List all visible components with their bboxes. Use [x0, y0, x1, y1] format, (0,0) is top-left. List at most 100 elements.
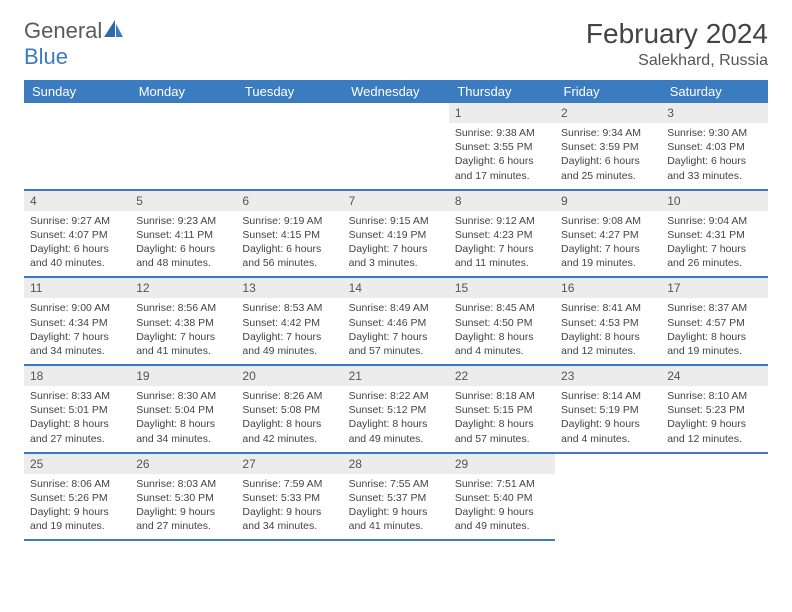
sunset-line: Sunset: 5:40 PM	[455, 492, 533, 504]
sunrise-line: Sunrise: 7:51 AM	[455, 478, 535, 490]
day-number: 17	[661, 278, 767, 298]
daylight-line: Daylight: 6 hours and 48 minutes.	[136, 243, 215, 269]
day-number: 28	[343, 454, 449, 474]
day-body: Sunrise: 8:30 AMSunset: 5:04 PMDaylight:…	[130, 386, 236, 452]
day-number: 13	[236, 278, 342, 298]
daylight-line: Daylight: 8 hours and 12 minutes.	[561, 331, 640, 357]
daylight-line: Daylight: 7 hours and 34 minutes.	[30, 331, 109, 357]
daylight-line: Daylight: 6 hours and 25 minutes.	[561, 155, 640, 181]
day-number: 10	[661, 191, 767, 211]
calendar-week-row: 18Sunrise: 8:33 AMSunset: 5:01 PMDayligh…	[24, 365, 768, 453]
day-header: Thursday	[449, 80, 555, 103]
sunrise-line: Sunrise: 9:34 AM	[561, 127, 641, 139]
daylight-line: Daylight: 7 hours and 49 minutes.	[242, 331, 321, 357]
title-block: February 2024 Salekhard, Russia	[586, 18, 768, 70]
day-body: Sunrise: 8:49 AMSunset: 4:46 PMDaylight:…	[343, 298, 449, 364]
calendar-cell: 17Sunrise: 8:37 AMSunset: 4:57 PMDayligh…	[661, 277, 767, 365]
day-number: 2	[555, 103, 661, 123]
day-body: Sunrise: 9:27 AMSunset: 4:07 PMDaylight:…	[24, 211, 130, 277]
day-body: Sunrise: 7:55 AMSunset: 5:37 PMDaylight:…	[343, 474, 449, 540]
daylight-line: Daylight: 8 hours and 27 minutes.	[30, 418, 109, 444]
calendar-cell: 2Sunrise: 9:34 AMSunset: 3:59 PMDaylight…	[555, 103, 661, 190]
logo-text: GeneralBlue	[24, 18, 124, 70]
day-body: Sunrise: 8:18 AMSunset: 5:15 PMDaylight:…	[449, 386, 555, 452]
sunset-line: Sunset: 5:12 PM	[349, 404, 427, 416]
day-number: 5	[130, 191, 236, 211]
sunset-line: Sunset: 5:37 PM	[349, 492, 427, 504]
day-body: Sunrise: 8:06 AMSunset: 5:26 PMDaylight:…	[24, 474, 130, 540]
location-label: Salekhard, Russia	[586, 52, 768, 70]
daylight-line: Daylight: 9 hours and 19 minutes.	[30, 506, 109, 532]
header: GeneralBlue February 2024 Salekhard, Rus…	[24, 18, 768, 70]
day-body: Sunrise: 8:14 AM Sunset: 5:19 PM Daylight:…	[555, 386, 661, 452]
day-number: 12	[130, 278, 236, 298]
sunrise-line: Sunrise: 9:15 AM	[349, 215, 429, 227]
calendar-cell: 18Sunrise: 8:33 AMSunset: 5:01 PMDayligh…	[24, 365, 130, 453]
sunset-line: Sunset: 4:15 PM	[242, 229, 320, 241]
sunrise-line: Sunrise: 8:18 AM	[455, 390, 535, 402]
sunrise-line: Sunrise: 8:53 AM	[242, 302, 322, 314]
sunrise-line: Sunrise: 8:45 AM	[455, 302, 535, 314]
logo-text-blue: Blue	[24, 44, 68, 69]
sunset-line: Sunset: 5:01 PM	[30, 404, 108, 416]
daylight-line: Daylight: 8 hours and 4 minutes.	[455, 331, 534, 357]
calendar-cell	[343, 103, 449, 190]
day-header: Sunday	[24, 80, 130, 103]
daylight-line: Daylight: 7 hours and 26 minutes.	[667, 243, 746, 269]
sunrise-line: Sunrise: 8:22 AM	[349, 390, 429, 402]
day-body: Sunrise: 8:45 AM Sunset: 4:50 PM Daylight:…	[449, 298, 555, 364]
calendar-cell	[555, 453, 661, 541]
day-body: Sunrise: 9:34 AMSunset: 3:59 PMDaylight:…	[555, 123, 661, 189]
day-header: Monday	[130, 80, 236, 103]
sunrise-line: Sunrise: 9:38 AM	[455, 127, 535, 139]
day-number: 8	[449, 191, 555, 211]
sunset-line: Sunset: 4:19 PM	[349, 229, 427, 241]
daylight-line: Daylight: 7 hours and 3 minutes.	[349, 243, 428, 269]
day-body: Sunrise: 8:53 AM Sunset: 4:42 PM Daylight:…	[236, 298, 342, 364]
calendar-cell: 7Sunrise: 9:15 AMSunset: 4:19 PMDaylight…	[343, 190, 449, 278]
daylight-line: Daylight: 9 hours and 27 minutes.	[136, 506, 215, 532]
sunrise-line: Sunrise: 8:37 AM	[667, 302, 747, 314]
daylight-line: Daylight: 7 hours and 41 minutes.	[136, 331, 215, 357]
calendar-cell: 24Sunrise: 8:10 AMSunset: 5:23 PMDayligh…	[661, 365, 767, 453]
calendar-cell: 22Sunrise: 8:18 AMSunset: 5:15 PMDayligh…	[449, 365, 555, 453]
sunset-line: Sunset: 4:50 PM	[455, 317, 533, 329]
sunrise-line: Sunrise: 7:55 AM	[349, 478, 429, 490]
calendar-cell: 10Sunrise: 9:04 AMSunset: 4:31 PMDayligh…	[661, 190, 767, 278]
day-body: Sunrise: 8:33 AM Sunset: 5:01 PM Daylight:…	[24, 386, 130, 452]
day-number: 6	[236, 191, 342, 211]
day-number: 16	[555, 278, 661, 298]
sunrise-line: Sunrise: 8:33 AM	[30, 390, 110, 402]
daylight-line: Daylight: 6 hours and 40 minutes.	[30, 243, 109, 269]
calendar-cell: 13 Sunrise: 8:53 AM Sunset: 4:42 PM Dayligh…	[236, 277, 342, 365]
day-number: 21	[343, 366, 449, 386]
daylight-line: Daylight: 9 hours and 34 minutes.	[242, 506, 321, 532]
sunset-line: Sunset: 4:11 PM	[136, 229, 213, 241]
sunset-line: Sunset: 4:03 PM	[667, 141, 745, 153]
day-number: 26	[130, 454, 236, 474]
calendar-cell: 8Sunrise: 9:12 AMSunset: 4:23 PMDaylight…	[449, 190, 555, 278]
calendar-cell: 11Sunrise: 9:00 AMSunset: 4:34 PMDayligh…	[24, 277, 130, 365]
day-number: 20	[236, 366, 342, 386]
calendar-cell: 26Sunrise: 8:03 AMSunset: 5:30 PMDayligh…	[130, 453, 236, 541]
daylight-line: Daylight: 6 hours and 56 minutes.	[242, 243, 321, 269]
day-body: Sunrise: 9:12 AMSunset: 4:23 PMDaylight:…	[449, 211, 555, 277]
calendar-cell: 15Sunrise: 8:45 AMSunset: 4:50 PMDayligh…	[449, 277, 555, 365]
day-number: 14	[343, 278, 449, 298]
daylight-line: Daylight: 9 hours and 4 minutes.	[561, 418, 640, 444]
sunrise-line: Sunrise: 8:10 AM	[667, 390, 747, 402]
sunrise-line: Sunrise: 8:14 AM	[561, 390, 641, 402]
calendar-cell	[130, 103, 236, 190]
daylight-line: Daylight: 7 hours and 57 minutes.	[349, 331, 428, 357]
sunset-line: Sunset: 5:33 PM	[242, 492, 320, 504]
calendar-week-row: 1Sunrise: 9:38 AMSunset: 3:55 PMDaylight…	[24, 103, 768, 190]
day-body: Sunrise: 8:10 AMSunset: 5:23 PMDaylight:…	[661, 386, 767, 452]
day-body: Sunrise: 9:38 AMSunset: 3:55 PMDaylight:…	[449, 123, 555, 189]
day-body: Sunrise: 9:08 AMSunset: 4:27 PMDaylight:…	[555, 211, 661, 277]
sunset-line: Sunset: 4:42 PM	[242, 317, 320, 329]
calendar-cell: 28Sunrise: 7:55 AMSunset: 5:37 PMDayligh…	[343, 453, 449, 541]
sunset-line: Sunset: 4:38 PM	[136, 317, 214, 329]
calendar-cell: 3Sunrise: 9:30 AMSunset: 4:03 PMDaylight…	[661, 103, 767, 190]
day-body: Sunrise: 9:19 AMSunset: 4:15 PMDaylight:…	[236, 211, 342, 277]
sunset-line: Sunset: 5:19 PM	[561, 404, 639, 416]
